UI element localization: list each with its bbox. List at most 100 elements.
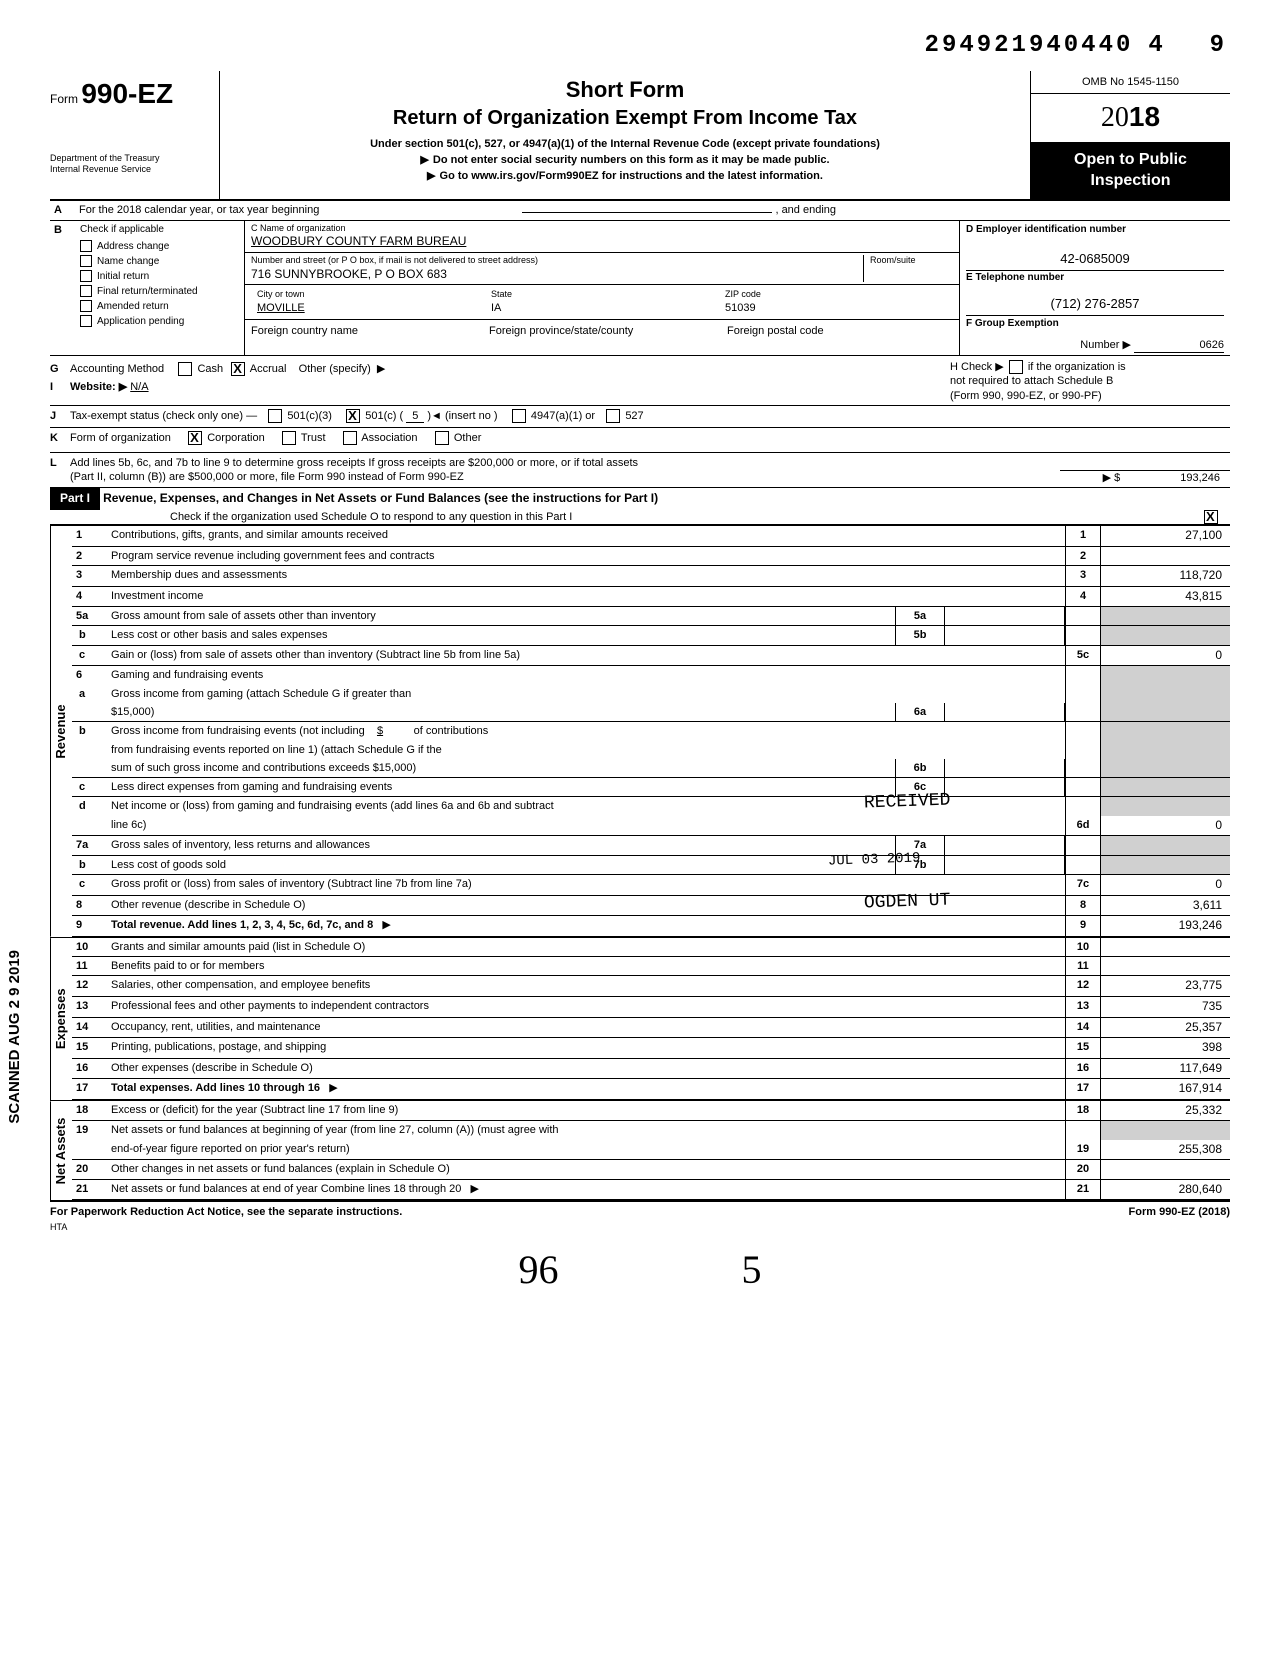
line21-text: Net assets or fund balances at end of ye… [111,1183,461,1195]
line6b-text: Gross income from fundraising events (no… [111,725,365,737]
line5c-text: Gain or (loss) from sale of assets other… [107,646,1065,666]
check-501c3[interactable] [268,409,282,423]
part1-header: Part I Revenue, Expenses, and Changes in… [50,488,1230,525]
line-l: L Add lines 5b, 6c, and 7b to line 9 to … [50,453,1230,489]
line5b-text: Less cost or other basis and sales expen… [107,626,895,644]
line9-amt: 193,246 [1100,916,1230,936]
col-d-e-f: D Employer identification number 42-0685… [960,221,1230,355]
line12-text: Salaries, other compensation, and employ… [107,976,1065,996]
line7b-text: Less cost of goods sold [107,856,895,874]
check-amended[interactable]: Amended return [80,299,239,314]
line17-text: Total expenses. Add lines 10 through 16 [111,1082,320,1094]
line7a-text: Gross sales of inventory, less returns a… [107,836,895,854]
check-final-return[interactable]: Final return/terminated [80,284,239,299]
revenue-section: Revenue 1Contributions, gifts, grants, a… [50,525,1230,937]
line5a-text: Gross amount from sale of assets other t… [107,607,895,625]
check-cash[interactable] [178,362,192,376]
lines-g-to-k: G Accounting Method Cash Accrual Other (… [50,356,1230,452]
accounting-label: Accounting Method [70,363,164,375]
line-a: A For the 2018 calendar year, or tax yea… [50,201,1230,220]
label-b: B [50,221,75,355]
short-form-title: Short Form [230,76,1020,105]
line7c-amt: 0 [1100,875,1230,895]
check-h[interactable] [1009,360,1023,374]
line4-text: Investment income [107,587,1065,607]
h-check-label: H Check ▶ [950,361,1004,373]
tax-exempt-label: Tax-exempt status (check only one) — [70,410,257,422]
subtitle-3: Go to www.irs.gov/Form990EZ for instruct… [230,169,1020,183]
footer-left: For Paperwork Reduction Act Notice, see … [50,1206,402,1218]
line10-text: Grants and similar amounts paid (list in… [107,938,1065,956]
col-c-org: C Name of organization WOODBURY COUNTY F… [245,221,960,355]
h-text3: (Form 990, 990-EZ, or 990-PF) [950,390,1102,402]
line10-amt [1100,938,1230,956]
zip-label: ZIP code [725,289,947,301]
line19-text: Net assets or fund balances at beginning… [107,1121,1065,1139]
line-l-amount: 193,246 [1060,470,1230,485]
org-state: IA [491,301,713,315]
foreign-country-label: Foreign country name [245,322,483,340]
foreign-postal-label: Foreign postal code [721,322,959,340]
scanned-stamp: SCANNED AUG 2 9 2019 [5,950,25,1124]
received-stamp: RECEIVED [863,789,950,815]
check-application[interactable]: Application pending [80,314,239,329]
state-label: State [491,289,713,301]
ogden-stamp: OGDEN UT [863,889,950,915]
line20-text: Other changes in net assets or fund bala… [107,1160,1065,1178]
phone-label: E Telephone number [966,271,1224,284]
line13-text: Professional fees and other payments to … [107,997,1065,1017]
line8-amt: 3,611 [1100,896,1230,916]
check-initial-return[interactable]: Initial return [80,269,239,284]
section-b-to-f: B Check if applicable Address change Nam… [50,221,1230,356]
open-public-badge: Open to Public Inspection [1031,142,1230,200]
part1-label: Part I [50,488,100,510]
line19-amt: 255,308 [1100,1140,1230,1160]
check-assoc[interactable] [343,431,357,445]
org-city: MOVILLE [257,301,479,315]
check-accrual[interactable] [231,362,245,376]
check-trust[interactable] [282,431,296,445]
phone-value: (712) 276-2857 [966,296,1224,313]
org-zip: 51039 [725,301,947,315]
org-name: WOODBURY COUNTY FARM BUREAU [251,234,953,250]
foreign-prov-label: Foreign province/state/county [483,322,721,340]
expenses-label: Expenses [50,938,72,1100]
omb-number: OMB No 1545-1150 [1031,71,1230,94]
check-501c[interactable] [346,409,360,423]
line2-text: Program service revenue including govern… [107,547,1065,565]
line9-text: Total revenue. Add lines 1, 2, 3, 4, 5c,… [111,919,373,931]
part1-check-text: Check if the organization used Schedule … [170,511,572,523]
check-527[interactable] [606,409,620,423]
main-title: Return of Organization Exempt From Incom… [230,105,1020,131]
line6c-text: Less direct expenses from gaming and fun… [107,778,895,796]
net-assets-section: Net Assets 18Excess or (deficit) for the… [50,1100,1230,1202]
title-box: Short Form Return of Organization Exempt… [220,71,1030,199]
document-id: 2949219404404 9 [50,30,1230,61]
addr-label: Number and street (or P O box, if mail i… [251,255,863,267]
col-b-checkboxes: Check if applicable Address change Name … [75,221,245,355]
line2-amt [1100,547,1230,565]
line3-amt: 118,720 [1100,566,1230,586]
line6d-text2: line 6c) [107,816,1065,836]
line6d-amt: 0 [1100,816,1230,836]
footer: For Paperwork Reduction Act Notice, see … [50,1202,1230,1234]
dept-treasury: Department of the Treasury [50,153,209,165]
check-name-change[interactable]: Name change [80,254,239,269]
line6-text: Gaming and fundraising events [107,666,1065,684]
form-org-label: Form of organization [70,432,171,444]
check-address-change[interactable]: Address change [80,239,239,254]
subtitle-1: Under section 501(c), 527, or 4947(a)(1)… [230,137,1020,151]
org-address: 716 SUNNYBROOKE, P O BOX 683 [251,267,863,283]
line18-amt: 25,332 [1100,1101,1230,1121]
501c-number: 5 [406,410,424,423]
check-schedule-o[interactable] [1204,510,1218,524]
ein-label: D Employer identification number [966,223,1224,236]
line16-amt: 117,649 [1100,1059,1230,1079]
check-other-org[interactable] [435,431,449,445]
net-assets-label: Net Assets [50,1101,72,1200]
check-4947[interactable] [512,409,526,423]
line6a-text2: $15,000) [107,703,895,721]
handwritten-1: 96 [518,1247,558,1292]
group-ex-arrow: Number ▶ [1080,339,1131,351]
check-corp[interactable] [188,431,202,445]
